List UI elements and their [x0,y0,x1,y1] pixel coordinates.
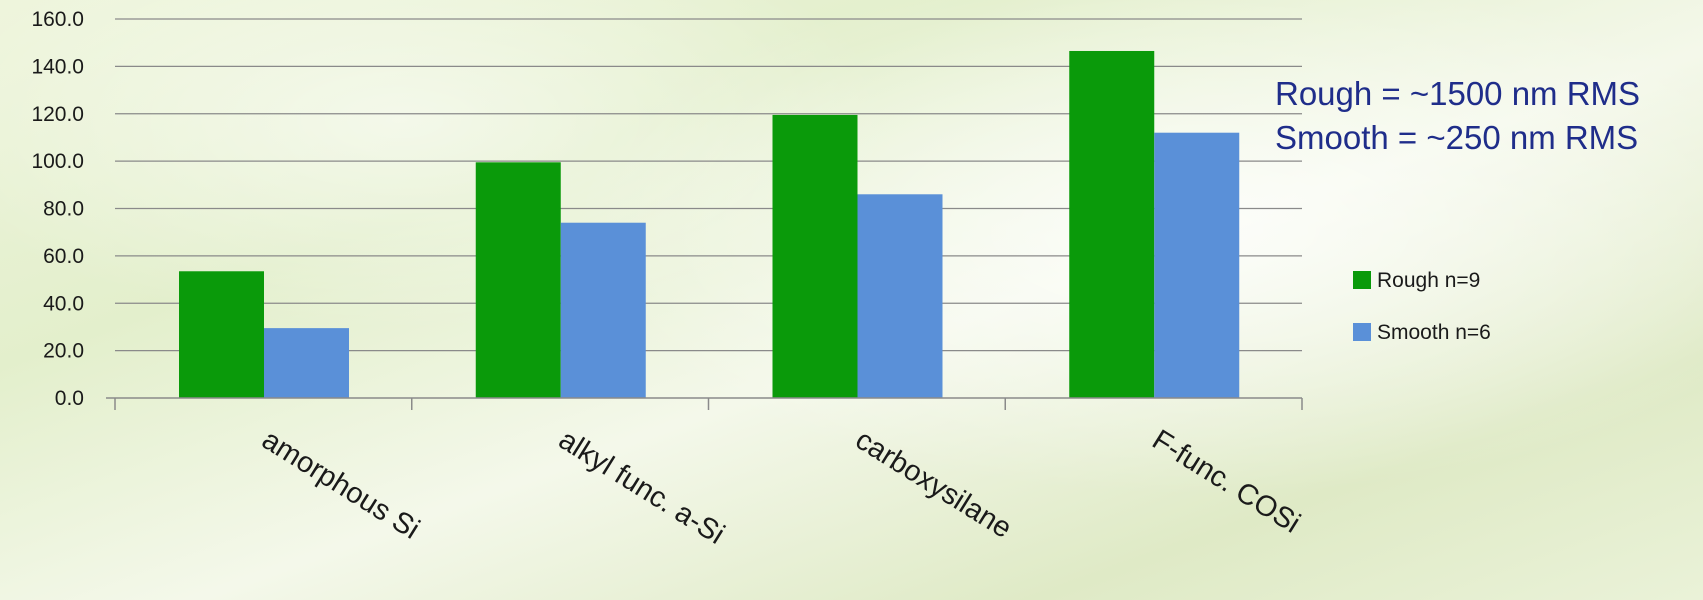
y-tick-label: 80.0 [43,198,84,221]
y-tick-label: 60.0 [43,245,84,268]
y-tick-label: 160.0 [31,8,84,31]
annotation-line-rough: Rough = ~1500 nm RMS [1275,75,1641,112]
legend: Rough n=9 Smooth n=6 [1353,269,1491,344]
y-tick-label: 120.0 [31,103,84,126]
x-category-label: carboxysilane [850,424,1017,545]
bar [1154,132,1240,398]
x-axis [106,397,1303,410]
legend-label: Smooth n=6 [1377,321,1491,344]
bar [475,162,561,398]
gridlines [115,18,1302,352]
x-category-label: alkyl func. a-Si [553,424,730,551]
x-category-label: amorphous Si [256,424,425,546]
y-tick-label: 40.0 [43,292,84,315]
bar [264,328,349,398]
bar [857,194,943,398]
x-axis-category-labels: amorphous Si alkyl func. a-Si carboxysilan… [256,424,1305,551]
legend-swatch [1353,271,1371,289]
y-tick-label: 140.0 [31,55,84,78]
x-category-label: F-func. COSi [1147,424,1306,540]
y-tick-label: 0.0 [55,387,84,410]
bars [179,50,1240,399]
roughness-annotation: Rough = ~1500 nm RMS Smooth = ~250 nm RM… [1275,72,1640,160]
y-tick-label: 100.0 [31,150,84,173]
legend-label: Rough n=9 [1377,269,1480,292]
annotation-line-smooth: Smooth = ~250 nm RMS [1275,119,1639,156]
bar [772,114,858,398]
bar [179,271,264,398]
bar [1069,50,1155,399]
y-tick-label: 20.0 [43,340,84,363]
y-axis-tick-labels: 0.0 20.0 40.0 60.0 80.0 100.0 120.0 140.0 160.0 [31,8,84,410]
bar [560,222,646,398]
legend-swatch [1353,323,1371,341]
